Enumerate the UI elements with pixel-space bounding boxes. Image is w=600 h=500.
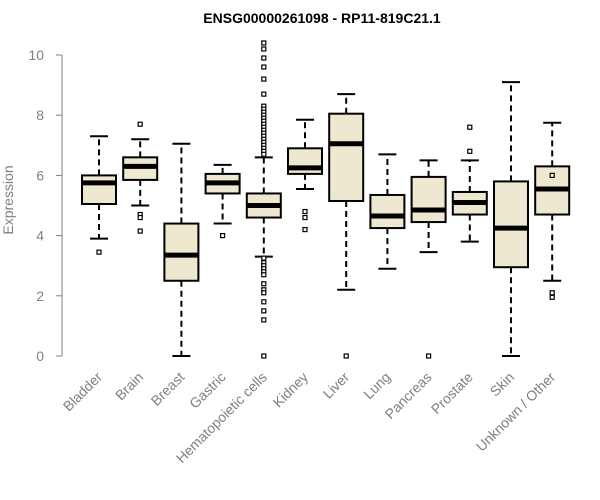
outlier-point (96, 249, 102, 255)
outlier-point (261, 353, 267, 359)
outlier-point (261, 76, 267, 82)
outlier-point (426, 353, 432, 359)
box-bladder (81, 135, 117, 255)
box-brain (122, 121, 159, 234)
outlier-point (137, 214, 143, 221)
outlier-point (261, 308, 267, 314)
outlier-point (467, 148, 473, 154)
y-tick-label: 6 (36, 167, 44, 183)
outlier-point (137, 228, 143, 234)
box-prostate (451, 124, 488, 243)
chart-title: ENSG00000261098 - RP11-819C21.1 (203, 10, 441, 26)
outlier-point (302, 214, 308, 221)
x-tick-label: Kidney (270, 369, 312, 411)
box-hematopoietic-cells (245, 40, 282, 359)
outlier-point (261, 151, 267, 157)
iqr-box (328, 112, 365, 202)
x-tick-label: Brain (112, 369, 146, 403)
outlier-point (549, 294, 555, 300)
outlier-point (261, 64, 267, 70)
box-gastric (204, 163, 241, 239)
x-tick-label: Prostate (428, 369, 476, 417)
y-tick-label: 8 (36, 107, 44, 123)
y-tick-label: 4 (36, 228, 44, 244)
outlier-point (343, 353, 349, 359)
outlier-point (261, 55, 267, 61)
iqr-box (81, 174, 117, 205)
iqr-box (410, 175, 447, 224)
outlier-point (261, 317, 267, 323)
outlier-point (261, 40, 267, 46)
outlier-point (261, 255, 267, 261)
box-skin (493, 81, 529, 357)
box-unknown-other (534, 121, 571, 300)
outlier-point (261, 290, 267, 296)
x-tick-label: Lung (360, 369, 393, 402)
iqr-box (369, 193, 406, 230)
y-tick-label: 0 (36, 348, 44, 364)
x-tick-label: Liver (320, 369, 353, 402)
outlier-point (261, 91, 267, 97)
outlier-point (220, 233, 226, 239)
box-breast (163, 142, 200, 357)
outlier-point (137, 121, 143, 127)
box-lung (369, 153, 406, 270)
outlier-point (467, 124, 473, 130)
outlier-point (302, 226, 308, 233)
x-tick-label: Skin (487, 369, 518, 400)
outlier-point (302, 208, 308, 215)
iqr-box (163, 222, 200, 282)
boxes-group (81, 40, 571, 359)
outlier-point (261, 281, 267, 287)
x-tick-label: Bladder (60, 369, 106, 415)
outlier-point (261, 272, 267, 278)
outlier-point (549, 290, 555, 296)
box-pancreas (410, 159, 447, 359)
y-tick-label: 10 (28, 47, 44, 63)
outlier-point (261, 46, 267, 52)
y-tick-label: 2 (36, 288, 44, 304)
iqr-box (493, 180, 529, 269)
y-axis: 0 2 4 6 8 10 (28, 47, 63, 364)
outlier-point (261, 299, 267, 305)
y-axis-label: Expression (0, 165, 16, 234)
box-liver (328, 93, 365, 359)
outlier-point (549, 172, 555, 178)
box-kidney (287, 118, 323, 233)
x-tick-label: Breast (148, 369, 188, 409)
